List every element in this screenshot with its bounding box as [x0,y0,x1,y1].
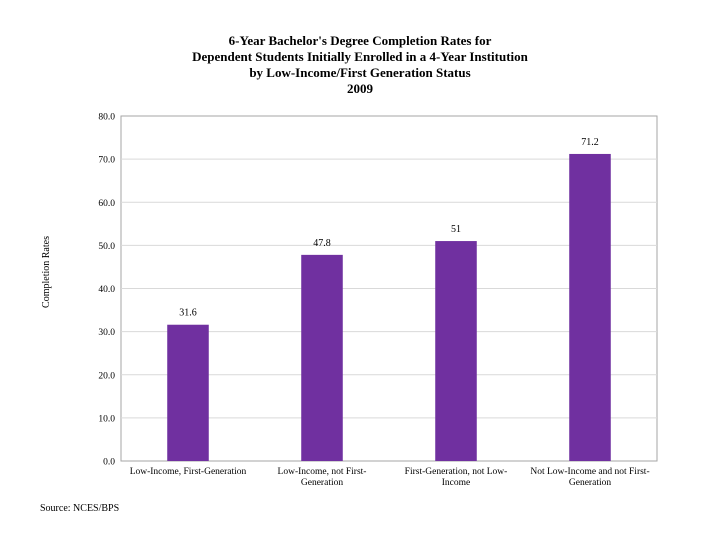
y-axis-title: Completion Rates [41,236,52,308]
source-note: Source: NCES/BPS [40,503,120,514]
y-tick-label: 20.0 [98,371,115,381]
category-label: Low-Income, First-Generation [130,467,247,477]
bar [435,241,477,461]
data-label: 71.2 [581,137,599,148]
category-label: Generation [301,478,343,488]
bar [167,324,209,461]
data-labels: 31.6 47.8 51 71.2 [179,137,599,319]
y-tick-label: 10.0 [98,414,115,424]
bar [301,254,343,461]
chart-title: 6-Year Bachelor's Degree Completion Rate… [150,33,570,97]
category-labels: Low-Income, First-Generation Low-Income, … [130,467,650,488]
y-tick-label: 60.0 [98,199,115,209]
category-label: Not Low-Income and not First- [530,467,649,477]
title-line-3: by Low-Income/First Generation Status [249,65,471,80]
data-label: 31.6 [179,308,197,319]
bar [569,153,611,461]
y-tick-label: 70.0 [98,156,115,166]
y-tick-label: 0.0 [103,458,115,468]
y-tick-label: 30.0 [98,328,115,338]
data-label: 47.8 [313,238,331,249]
category-label: Low-Income, not First- [278,467,367,477]
title-line-2: Dependent Students Initially Enrolled in… [192,49,528,64]
y-tick-label: 40.0 [98,285,115,295]
category-label: First-Generation, not Low- [405,467,508,477]
title-line-4: 2009 [347,81,373,96]
y-tick-label: 80.0 [98,113,115,123]
title-line-1: 6-Year Bachelor's Degree Completion Rate… [228,33,492,48]
y-tick-label: 50.0 [98,242,115,252]
bars [167,153,611,461]
data-label: 51 [451,224,461,235]
gridlines [121,158,657,419]
category-label: Generation [569,478,611,488]
category-label: Income [442,478,471,488]
y-axis-ticks: 0.0 10.0 20.0 30.0 40.0 50.0 60.0 70.0 80.0 [98,113,115,468]
